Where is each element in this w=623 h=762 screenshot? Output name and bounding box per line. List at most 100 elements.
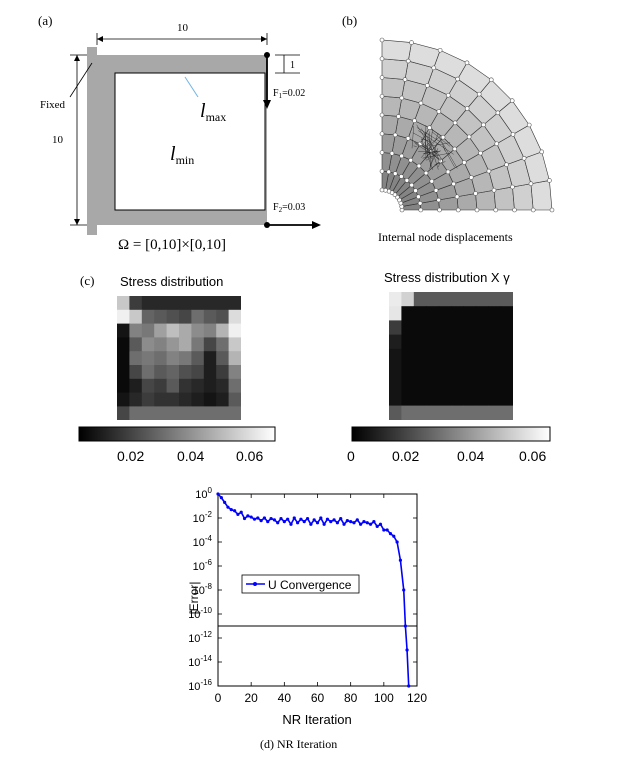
series-point (319, 516, 322, 519)
x-tick-label: 0 (215, 691, 222, 705)
series-point (260, 519, 263, 522)
series-point (402, 588, 405, 591)
stress-heatmap-left (117, 296, 241, 420)
domain-label: Ω = [0,10]×[0,10] (118, 237, 226, 253)
series-point (342, 523, 345, 526)
series-point (233, 509, 236, 512)
x-tick-label: 120 (407, 691, 427, 705)
y-tick-label: 10-16 (188, 678, 212, 693)
y-tick-label: 10-12 (188, 630, 212, 645)
x-tick-label: 100 (374, 691, 394, 705)
series-point (243, 517, 246, 520)
series-point (376, 525, 379, 528)
panel-a-diagram: (a) 10 10 Fixed 1 lmax lmin F1=0.02 F2=0… (30, 5, 340, 260)
series-point (405, 648, 408, 651)
series-point (336, 521, 339, 524)
x-axis-label: NR Iteration (282, 712, 351, 727)
series-point (276, 521, 279, 524)
series-point (309, 523, 312, 526)
series-point (250, 515, 253, 518)
colorbar-right-tick-3: 0.04 (457, 448, 484, 464)
series-point (273, 518, 276, 521)
series-point (313, 518, 316, 521)
panel-d-caption: (d) NR Iteration (260, 737, 337, 752)
series-point (293, 516, 296, 519)
x-tick-label: 40 (278, 691, 292, 705)
fixed-label: Fixed (40, 99, 66, 111)
panel-a-label: (a) (38, 13, 52, 28)
stress-title-left: Stress distribution (120, 274, 223, 289)
series-point (296, 521, 299, 524)
stress-heatmap-right (389, 292, 513, 420)
series-point (236, 513, 239, 516)
series-point (362, 520, 365, 523)
series-point (332, 518, 335, 521)
y-tick-label: 10-4 (193, 534, 213, 549)
lmin-sub: min (176, 153, 195, 167)
f1-value: =0.02 (282, 88, 305, 99)
series-point (359, 523, 362, 526)
series-point (349, 520, 352, 523)
series-point (389, 532, 392, 535)
series-point (379, 523, 382, 526)
width-dim-label: 10 (177, 22, 189, 34)
series-point (289, 523, 292, 526)
legend-label: U Convergence (268, 578, 352, 592)
series-point (399, 559, 402, 562)
series-point (392, 535, 395, 538)
series-point (372, 520, 375, 523)
f2-value: =0.03 (282, 202, 305, 213)
x-tick-label: 60 (311, 691, 325, 705)
y-axis-label: |Error| (187, 582, 201, 615)
y-tick-label: 10-14 (188, 654, 212, 669)
series-point (279, 517, 282, 520)
series-point (266, 520, 269, 523)
x-tick-label: 80 (344, 691, 358, 705)
series-point (283, 520, 286, 523)
panel-c-label: (c) (80, 273, 94, 289)
series-point (220, 496, 223, 499)
thickness-dim-label: 1 (290, 60, 295, 71)
series-point (223, 501, 226, 504)
series-point (352, 521, 355, 524)
series-point (407, 684, 410, 687)
series-point (339, 517, 342, 520)
series-point (240, 511, 243, 514)
series-point (382, 528, 385, 531)
y-tick-label: 100 (195, 486, 212, 501)
series-point (216, 492, 219, 495)
lmax-sub: max (206, 110, 227, 124)
series-point (263, 516, 266, 519)
series-point (316, 521, 319, 524)
colorbar-left (78, 426, 276, 442)
colorbar-right-tick-2: 0.02 (392, 448, 419, 464)
series-point (299, 518, 302, 521)
panel-b-caption: Internal node displacements (378, 230, 513, 244)
colorbar-right-tick-1: 0 (347, 448, 355, 464)
series-point (256, 516, 259, 519)
series-point (369, 523, 372, 526)
series-point (329, 520, 332, 523)
colorbar-left-tick-1: 0.02 (117, 448, 144, 464)
series-point (323, 523, 326, 526)
series-point (396, 540, 399, 543)
series-point (326, 518, 329, 521)
panel-b-mesh: (b) Internal node displacements (330, 5, 570, 255)
series-point (226, 506, 229, 509)
colorbar-right-tick-4: 0.06 (519, 448, 546, 464)
svg-text:F2=0.03: F2=0.03 (273, 202, 305, 214)
series-point (356, 518, 359, 521)
series-point (286, 518, 289, 521)
colorbar-left-tick-2: 0.04 (177, 448, 204, 464)
series-point (346, 519, 349, 522)
stress-title-right: Stress distribution X γ (384, 270, 510, 285)
series-point (303, 520, 306, 523)
height-dim-label: 10 (52, 134, 64, 146)
series-point (230, 508, 233, 511)
series-point (269, 517, 272, 520)
x-tick-label: 20 (244, 691, 258, 705)
panel-b-label: (b) (342, 13, 357, 28)
series-point (386, 528, 389, 531)
series-point (404, 624, 407, 627)
series-point (253, 518, 256, 521)
